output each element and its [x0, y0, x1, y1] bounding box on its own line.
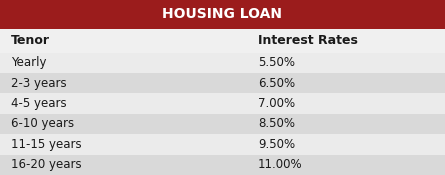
- Bar: [0, 29, 445, 52]
- Bar: [0, 73, 445, 93]
- Text: 2-3 years: 2-3 years: [11, 77, 67, 90]
- Bar: [0, 155, 445, 175]
- Text: 11-15 years: 11-15 years: [11, 138, 82, 151]
- Text: 4-5 years: 4-5 years: [11, 97, 67, 110]
- Text: 6-10 years: 6-10 years: [11, 117, 74, 130]
- Text: Yearly: Yearly: [11, 56, 47, 69]
- Text: 7.00%: 7.00%: [258, 97, 295, 110]
- Bar: [0, 0, 445, 29]
- Text: 8.50%: 8.50%: [258, 117, 295, 130]
- Text: 6.50%: 6.50%: [258, 77, 295, 90]
- Bar: [0, 114, 445, 134]
- Bar: [0, 134, 445, 155]
- Text: Tenor: Tenor: [11, 34, 50, 47]
- Text: 5.50%: 5.50%: [258, 56, 295, 69]
- Bar: [0, 93, 445, 114]
- Text: HOUSING LOAN: HOUSING LOAN: [162, 7, 283, 22]
- Text: 11.00%: 11.00%: [258, 158, 303, 171]
- Text: 16-20 years: 16-20 years: [11, 158, 82, 171]
- Text: 9.50%: 9.50%: [258, 138, 295, 151]
- Bar: [0, 52, 445, 73]
- Text: Interest Rates: Interest Rates: [258, 34, 358, 47]
